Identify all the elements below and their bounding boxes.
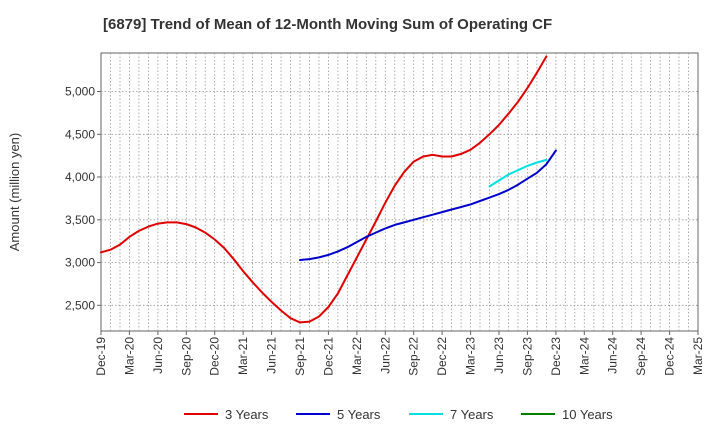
series-line-3-years [100,55,548,324]
legend-label-10-years: 10 Years [562,407,613,422]
x-tick-label: Sep-22 [407,337,421,376]
x-tick-label: Dec-20 [208,337,222,376]
x-tick-label: Jun-21 [265,337,279,374]
x-tick-label: Jun-20 [151,337,165,374]
y-tick-label: 5,000 [65,85,95,99]
series-lines [100,55,557,324]
y-axis-label: Amount (million yen) [7,133,22,252]
legend-label-7-years: 7 Years [450,407,494,422]
x-tick-label: Mar-20 [122,337,136,375]
x-tick-label: Dec-19 [94,337,108,376]
y-tick-label: 2,500 [65,298,95,312]
series-line-7-years [488,158,548,188]
x-tick-label: Jun-22 [378,337,392,374]
x-tick-label: Sep-20 [179,337,193,376]
x-tick-label: Mar-23 [464,337,478,375]
x-tick-label: Mar-25 [691,337,705,375]
x-tick-label: Mar-22 [350,337,364,375]
x-axis: Dec-19 Mar-20 Jun-20 Sep-20 Dec-20 Mar-21 Jun-… [94,331,705,376]
x-tick-label: Dec-23 [549,337,563,376]
x-tick-label: Mar-21 [236,337,250,375]
x-tick-label: Jun-23 [492,337,506,374]
y-axis: 2,500 3,000 3,500 4,000 4,500 5,000 [65,85,101,312]
legend-label-5-years: 5 Years [337,407,381,422]
x-tick-label: Dec-22 [435,337,449,376]
legend: 3 Years 5 Years 7 Years 10 Years [184,407,613,422]
y-tick-label: 3,000 [65,256,95,270]
y-tick-label: 3,500 [65,213,95,227]
y-tick-label: 4,000 [65,170,95,184]
x-tick-label: Mar-24 [577,337,591,375]
plot-area [100,52,699,332]
x-tick-label: Sep-23 [520,337,534,376]
legend-label-3-years: 3 Years [225,407,269,422]
x-tick-label: Dec-21 [321,337,335,376]
x-tick-label: Dec-24 [663,337,677,376]
x-tick-label: Jun-24 [606,337,620,374]
x-tick-label: Sep-21 [293,337,307,376]
chart-title: [6879] Trend of Mean of 12-Month Moving … [103,16,552,33]
y-tick-label: 4,500 [65,127,95,141]
x-tick-label: Sep-24 [634,337,648,376]
series-line-5-years [299,149,557,261]
